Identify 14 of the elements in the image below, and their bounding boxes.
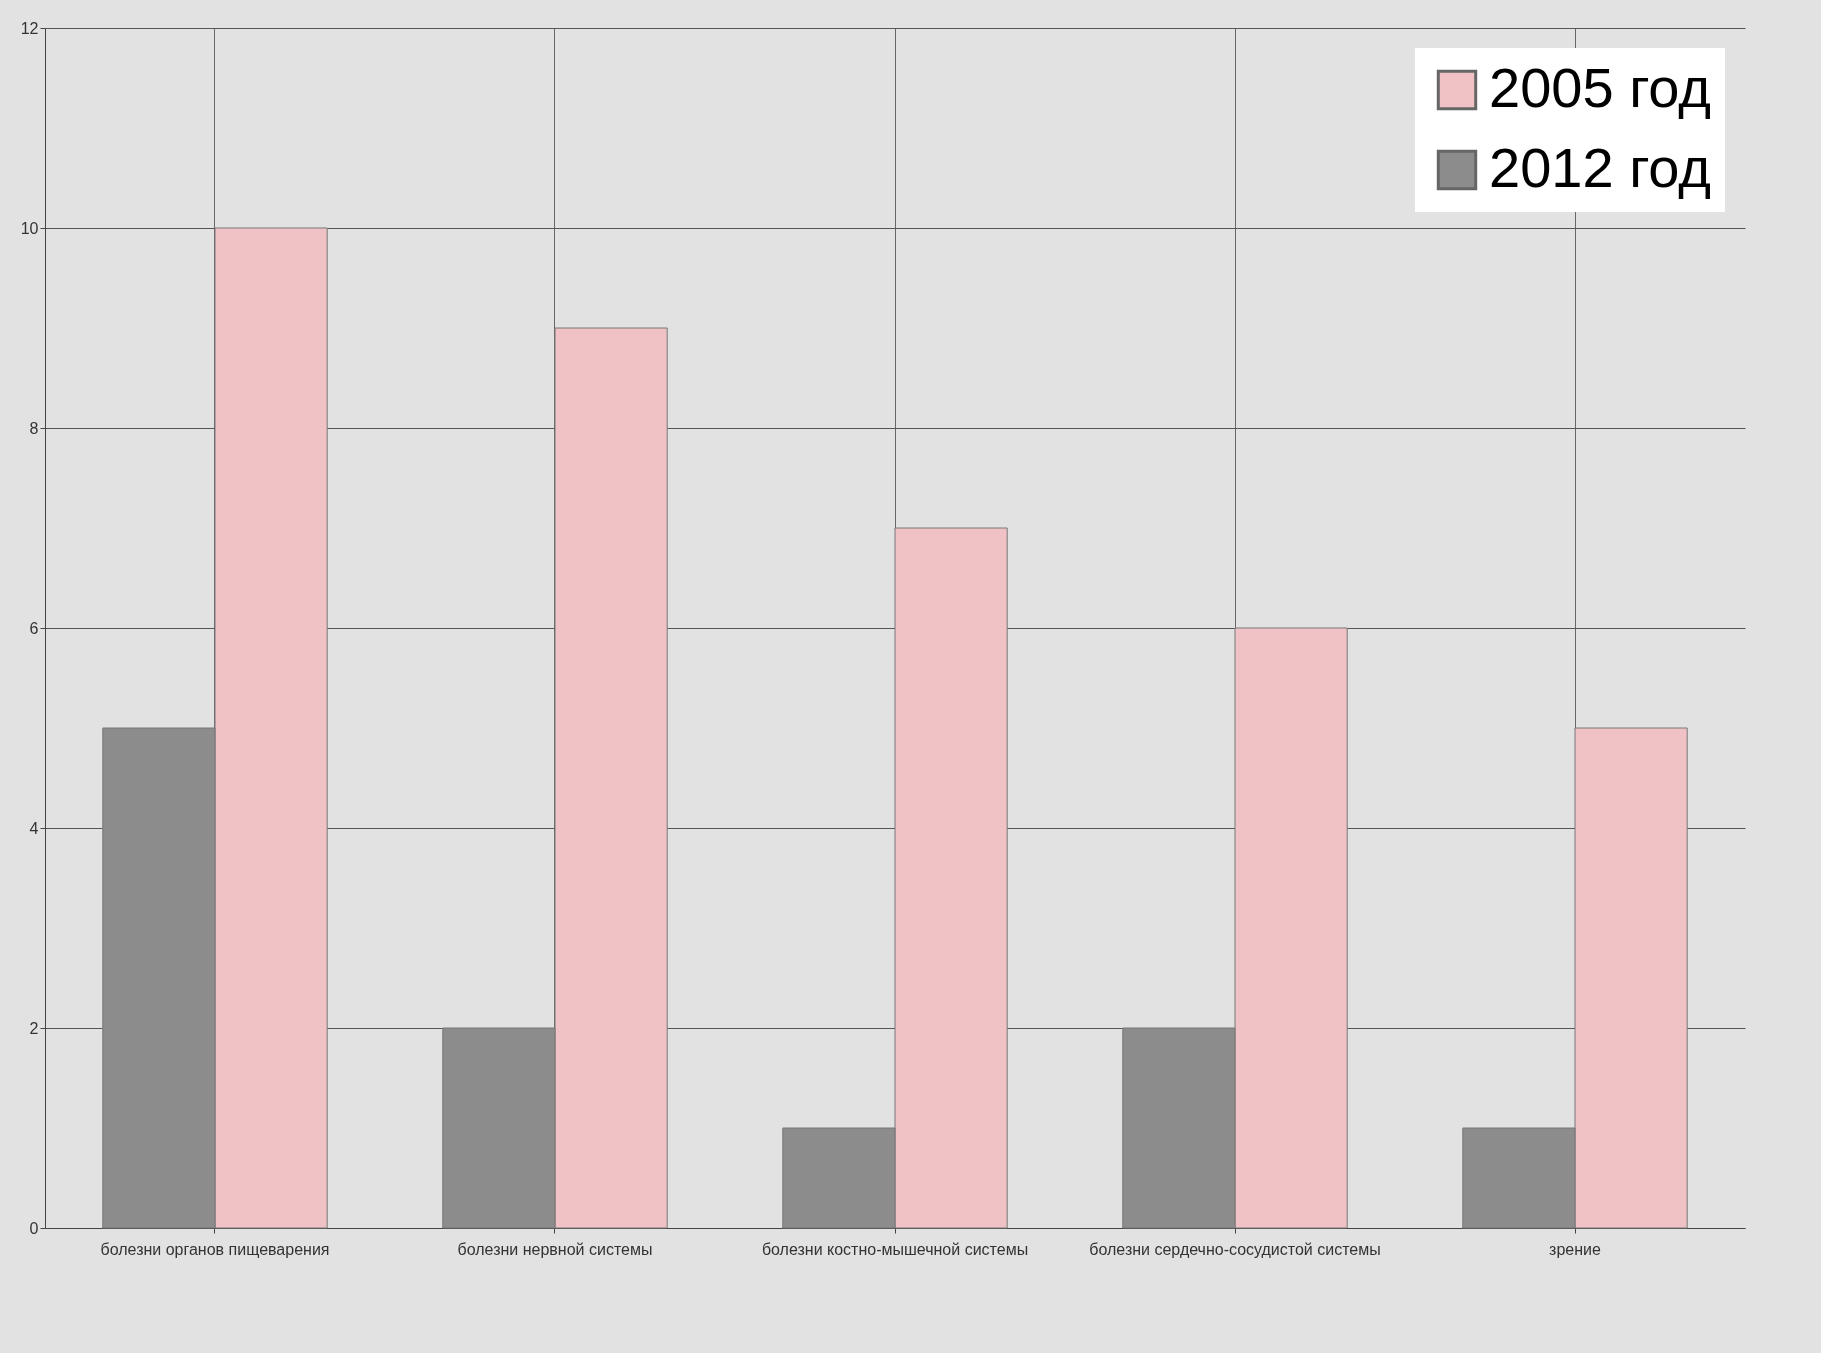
y-tick-label: 8	[29, 419, 39, 437]
legend-label: 2005 год	[1489, 56, 1711, 119]
y-tick-label: 2	[29, 1019, 39, 1037]
y-tick-label: 0	[29, 1219, 39, 1237]
x-tick-label: болезни нервной системы	[457, 1240, 653, 1258]
legend-label: 2012 год	[1489, 136, 1711, 199]
y-tick-label: 6	[29, 619, 39, 637]
x-tick-label: болезни сердечно-сосудистой системы	[1089, 1240, 1381, 1258]
y-tick-label: 10	[20, 219, 39, 237]
y-tick-label: 4	[29, 819, 39, 837]
x-tick-label: болезни органов пищеварения	[100, 1240, 330, 1258]
y-tick-label: 12	[20, 19, 39, 37]
x-tick-label: болезни костно-мышечной системы	[761, 1240, 1029, 1258]
x-tick-label: зрение	[1549, 1240, 1601, 1258]
